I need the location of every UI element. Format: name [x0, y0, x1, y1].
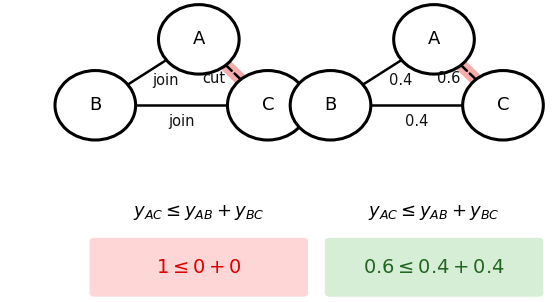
Text: $0.6 \leq 0.4 + 0.4$: $0.6 \leq 0.4 + 0.4$ — [363, 258, 505, 277]
Text: C: C — [497, 96, 509, 114]
Ellipse shape — [227, 71, 308, 140]
FancyBboxPatch shape — [90, 238, 308, 297]
Ellipse shape — [463, 71, 543, 140]
Ellipse shape — [55, 71, 136, 140]
Text: A: A — [428, 30, 440, 48]
Text: 0.6: 0.6 — [437, 71, 460, 86]
Ellipse shape — [290, 71, 371, 140]
Text: join: join — [152, 73, 179, 88]
Text: $y_{AC} \leq y_{AB} + y_{BC}$: $y_{AC} \leq y_{AB} + y_{BC}$ — [368, 204, 500, 222]
FancyBboxPatch shape — [325, 238, 543, 297]
Text: A: A — [193, 30, 205, 48]
Text: 0.4: 0.4 — [405, 114, 428, 129]
Text: join: join — [169, 114, 195, 129]
Text: B: B — [89, 96, 101, 114]
Ellipse shape — [158, 5, 239, 74]
Text: 0.4: 0.4 — [389, 73, 412, 88]
Text: $1 \leq 0 + 0$: $1 \leq 0 + 0$ — [156, 258, 241, 277]
Text: cut: cut — [202, 71, 225, 86]
Text: $y_{AC} \leq y_{AB} + y_{BC}$: $y_{AC} \leq y_{AB} + y_{BC}$ — [133, 204, 265, 222]
Text: B: B — [324, 96, 337, 114]
Text: C: C — [262, 96, 274, 114]
Ellipse shape — [394, 5, 474, 74]
